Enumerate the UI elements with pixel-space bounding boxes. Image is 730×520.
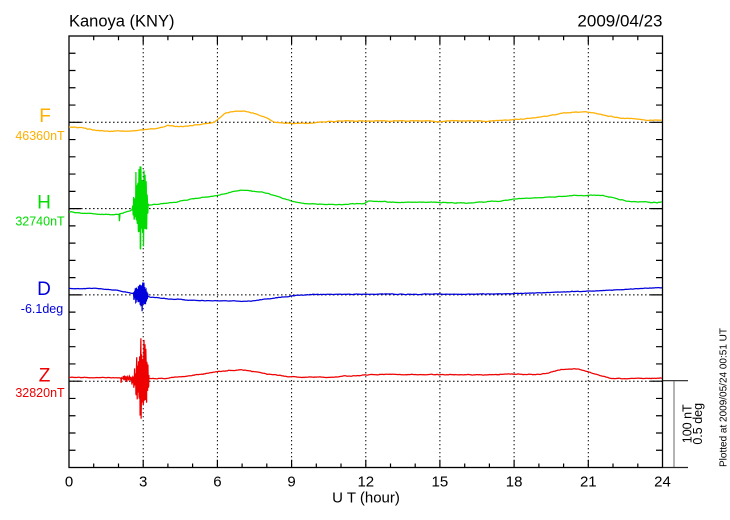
svg-text:32740nT: 32740nT <box>15 215 65 229</box>
svg-text:46360nT: 46360nT <box>15 129 65 143</box>
svg-text:Kanoya (KNY): Kanoya (KNY) <box>69 13 174 31</box>
svg-text:12: 12 <box>357 474 374 491</box>
svg-text:2009/04/23: 2009/04/23 <box>577 12 662 31</box>
svg-text:18: 18 <box>506 474 523 491</box>
svg-text:-6.1deg: -6.1deg <box>21 302 63 316</box>
svg-text:9: 9 <box>287 474 295 491</box>
svg-text:U T (hour): U T (hour) <box>332 490 400 507</box>
svg-text:100 nT: 100 nT <box>681 404 695 443</box>
svg-text:0: 0 <box>65 474 73 491</box>
svg-text:H: H <box>37 193 51 214</box>
svg-text:Z: Z <box>39 365 51 386</box>
svg-text:24: 24 <box>654 474 671 491</box>
svg-text:32820nT: 32820nT <box>15 386 65 400</box>
svg-text:0.5 deg: 0.5 deg <box>691 403 705 445</box>
svg-text:Plotted at 2009/05/24 00:51 UT: Plotted at 2009/05/24 00:51 UT <box>719 328 730 467</box>
svg-text:15: 15 <box>432 474 449 491</box>
svg-text:D: D <box>37 279 51 300</box>
svg-text:21: 21 <box>580 474 597 491</box>
svg-text:6: 6 <box>213 474 221 491</box>
svg-text:F: F <box>39 106 51 127</box>
svg-text:3: 3 <box>139 474 147 491</box>
